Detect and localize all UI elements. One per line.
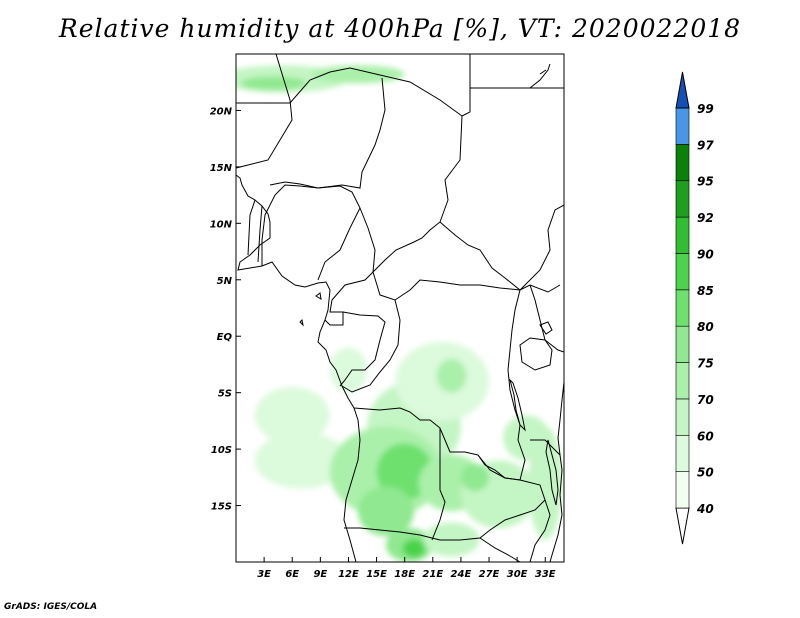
humidity-region-namibia-core: [402, 539, 426, 558]
lon-tick-label: 18E: [394, 569, 415, 580]
colorbar-top-arrow: [675, 71, 690, 109]
border-zimbabwe: [479, 537, 521, 562]
lat-tick-label: 10S: [211, 445, 232, 456]
lat-tick-label: EQ: [217, 332, 233, 343]
border-sudan-ethiopia: [519, 204, 564, 291]
humidity-region-angola-core: [376, 443, 433, 500]
border-niger-chad: [269, 77, 386, 189]
border-car: [372, 271, 521, 301]
colorbar-box: [675, 471, 690, 509]
coastline-east: [549, 381, 564, 562]
colorbar-box: [675, 325, 690, 363]
colorbar-box: [675, 434, 690, 472]
border-angola-namibia: [344, 527, 481, 541]
border-angola-drc: [353, 407, 479, 456]
colorbar-level-label: 75: [697, 357, 714, 371]
longitude-axis: 3E 6E 9E 12E 15E 18E 21E 24E 27E 30E 33E: [257, 557, 556, 580]
country-boundaries: [236, 54, 564, 562]
border-ghana-benin: [247, 199, 263, 263]
colorbar-box: [675, 180, 690, 218]
colorbar-level-label: 40: [696, 502, 714, 516]
lon-tick-label: 3E: [257, 569, 271, 580]
colorbar-box: [675, 216, 690, 254]
colorbar-box: [675, 362, 690, 400]
border-sudan-south: [439, 221, 561, 293]
lake-small-ne: [539, 321, 553, 335]
colorbar-level-label: 60: [697, 429, 714, 443]
border-algeria-mali: [236, 67, 463, 117]
lake-malawi: [545, 439, 559, 506]
chart-title: Relative humidity at 400hPa [%], VT: 202…: [58, 14, 742, 43]
colorbar-level-label: 97: [697, 138, 714, 152]
lon-tick-label: 21E: [422, 569, 443, 580]
coastline-red-sea: [529, 63, 551, 89]
lat-tick-label: 20N: [210, 106, 233, 117]
colorbar-level-label: 90: [697, 247, 714, 261]
lon-tick-label: 9E: [313, 569, 327, 580]
humidity-region-tanzania-south: [503, 415, 550, 461]
colorbar-level-label: 99: [697, 102, 714, 116]
humidity-region-zambia-core: [460, 463, 490, 491]
grads-credit: GrADS: IGES/COLA: [4, 602, 98, 612]
colorbar-box: [675, 398, 690, 436]
humidity-region-angola-south: [357, 486, 415, 537]
humidity-region-atlantic-sw: [254, 432, 349, 489]
border-nigeria: [261, 184, 361, 281]
lat-tick-label: 15S: [211, 502, 232, 513]
lon-tick-label: 12E: [338, 569, 359, 580]
humidity-region-southern-patch: [423, 522, 480, 557]
latitude-axis: 20N 15N 10N 5N EQ 5S 10S 15S: [210, 106, 241, 513]
colorbar-legend: 40 50 60 70 75 80 85 90 92 95 97 99: [675, 71, 714, 545]
humidity-region-west-coast: [254, 387, 330, 444]
lon-tick-label: 30E: [507, 569, 528, 580]
island-bioko: [315, 292, 322, 300]
border-cameroon: [324, 207, 376, 326]
lat-tick-label: 10N: [210, 219, 233, 230]
border-uganda-kenya: [529, 284, 564, 353]
border-congo: [339, 311, 386, 387]
humidity-shading-layer: [236, 65, 563, 562]
lat-tick-label: 5N: [217, 276, 233, 287]
lake-tanganyika: [509, 378, 526, 432]
colorbar-level-label: 95: [697, 175, 714, 189]
colorbar-level-label: 70: [697, 393, 714, 407]
border-mozambique: [529, 499, 551, 562]
humidity-region-north-band-east: [310, 65, 405, 84]
humidity-region-north-band-core: [240, 76, 307, 91]
border-chad-sudan: [372, 115, 463, 273]
lon-tick-label: 27E: [479, 569, 500, 580]
colorbar-level-label: 50: [697, 466, 714, 480]
humidity-region-gabon-coast: [329, 347, 368, 393]
colorbar-box: [675, 289, 690, 327]
colorbar-box: [675, 253, 690, 291]
island-sao-tome: [299, 318, 304, 327]
border-drc-congo: [341, 299, 401, 393]
colorbar-box: [675, 144, 690, 182]
colorbar-box: [675, 107, 690, 145]
humidity-region-kasai-blob: [436, 358, 467, 393]
border-mali-niger: [236, 54, 293, 169]
border-libya-chad: [461, 54, 471, 117]
colorbar-level-label: 80: [697, 320, 714, 334]
colorbar-level-label: 92: [697, 211, 714, 225]
border-tanzania-drc: [530, 439, 561, 456]
colorbar-bottom-arrow: [675, 507, 690, 545]
lon-tick-label: 6E: [285, 569, 299, 580]
coastline-west: [236, 174, 361, 562]
colorbar-level-label: 85: [697, 284, 714, 298]
lon-tick-label: 24E: [451, 569, 472, 580]
border-angola-zambia: [431, 428, 446, 541]
lat-tick-label: 5S: [218, 389, 232, 400]
lat-tick-label: 15N: [210, 163, 233, 174]
lon-tick-label: 15E: [366, 569, 387, 580]
lake-victoria: [519, 337, 553, 371]
plot-frame: [235, 53, 565, 563]
lon-tick-label: 33E: [535, 569, 556, 580]
